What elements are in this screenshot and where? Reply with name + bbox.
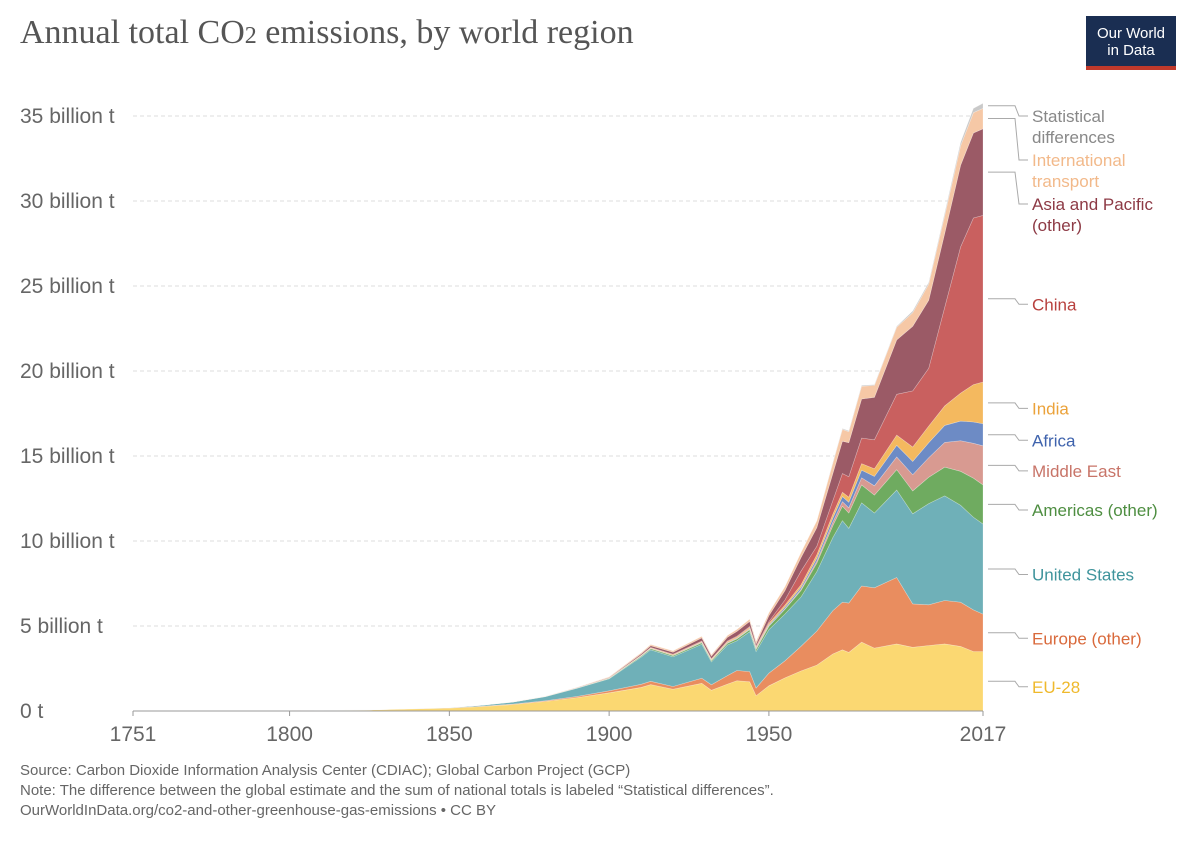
x-tick-label: 1900: [586, 723, 633, 746]
series-label-line: China: [1032, 295, 1077, 314]
series-label: United States: [1032, 566, 1134, 585]
series-label: EU-28: [1032, 678, 1080, 697]
series-label: India: [1032, 399, 1069, 418]
chart-title: Annual total CO2 emissions, by world reg…: [20, 14, 634, 52]
series-label-line: Statistical: [1032, 107, 1105, 126]
leader-line: [988, 298, 1028, 305]
leader-line: [988, 568, 1028, 575]
series-label-line: International: [1032, 151, 1126, 170]
y-tick-label: 20 billion t: [20, 360, 115, 383]
series-label-line: Americas (other): [1032, 501, 1158, 520]
x-tick-label: 1800: [266, 723, 313, 746]
chart-title-subscript: 2: [244, 23, 257, 49]
x-tick-label: 1950: [746, 723, 793, 746]
leader-line: [988, 434, 1028, 441]
series-label-line: Asia and Pacific: [1032, 195, 1153, 214]
series-label: Statistical differences: [1032, 107, 1115, 147]
logo-line-1: Our World: [1096, 25, 1166, 42]
x-axis: 1751 1800 1850 1900 1950 2017: [110, 711, 1007, 746]
series-label: Europe (other): [1032, 629, 1142, 648]
y-tick-label: 10 billion t: [20, 530, 115, 553]
series-label-line: Middle East: [1032, 462, 1121, 481]
source-text: Source: Carbon Dioxide Information Analy…: [20, 762, 631, 779]
leader-line: [988, 464, 1028, 472]
area-americas-other: [132, 466, 984, 712]
area-statistical-differences: [132, 102, 984, 712]
area-united-states: [132, 489, 984, 712]
series-label: China: [1032, 295, 1077, 314]
series-label: Americas (other): [1032, 501, 1158, 520]
y-tick-label: 25 billion t: [20, 275, 115, 298]
area-international-transport: [132, 107, 984, 712]
y-tick-label: 35 billion t: [20, 105, 115, 128]
chart-title-main: Annual total CO: [20, 14, 245, 51]
x-tick-label: 1850: [426, 723, 473, 746]
leader-line: [988, 632, 1028, 639]
area-series-group: [132, 102, 984, 712]
series-label-line: Africa: [1032, 431, 1076, 450]
leader-line: [988, 680, 1028, 688]
note-text: Note: The difference between the global …: [20, 782, 774, 799]
series-label-line: EU-28: [1032, 678, 1080, 697]
series-label: Africa: [1032, 431, 1076, 450]
y-tick-label: 30 billion t: [20, 190, 115, 213]
leader-line: [988, 105, 1028, 117]
leader-line: [988, 503, 1028, 511]
area-eu-28: [132, 641, 984, 712]
series-label-line: transport: [1032, 172, 1099, 191]
y-tick-label: 0 t: [20, 700, 44, 723]
series-label: Middle East: [1032, 462, 1121, 481]
y-axis: 0 t 5 billion t 10 billion t 15 billion t 20…: [20, 105, 983, 723]
series-label-line: United States: [1032, 566, 1134, 585]
chart-title-rest: emissions, by world region: [256, 14, 634, 51]
series-label: International transport: [1032, 151, 1126, 191]
logo-line-2: in Data: [1107, 42, 1155, 59]
stacked-area-chart: 0 t 5 billion t 10 billion t 15 billion t 20…: [20, 102, 1158, 746]
y-tick-label: 5 billion t: [20, 615, 103, 638]
leader-line: [988, 118, 1028, 161]
series-label-line: differences: [1032, 128, 1115, 147]
series-label: Asia and Pacific (other): [1032, 195, 1153, 235]
chart-footer: Source: Carbon Dioxide Information Analy…: [20, 761, 774, 821]
area-india: [132, 381, 984, 712]
series-label-line: (other): [1032, 216, 1082, 235]
series-labels: Statistical differences International trans…: [1032, 107, 1158, 697]
x-tick-label: 2017: [960, 723, 1007, 746]
y-tick-label: 15 billion t: [20, 445, 115, 468]
url-text[interactable]: OurWorldInData.org/co2-and-other-greenho…: [20, 802, 497, 819]
x-tick-label: 1751: [110, 723, 157, 746]
leader-line: [988, 402, 1028, 409]
series-label-line: Europe (other): [1032, 629, 1142, 648]
area-middle-east: [132, 440, 984, 712]
leader-line: [988, 171, 1028, 205]
label-leader-lines: [988, 105, 1028, 688]
owid-logo[interactable]: Our World in Data: [1086, 16, 1176, 70]
series-label-line: India: [1032, 399, 1069, 418]
